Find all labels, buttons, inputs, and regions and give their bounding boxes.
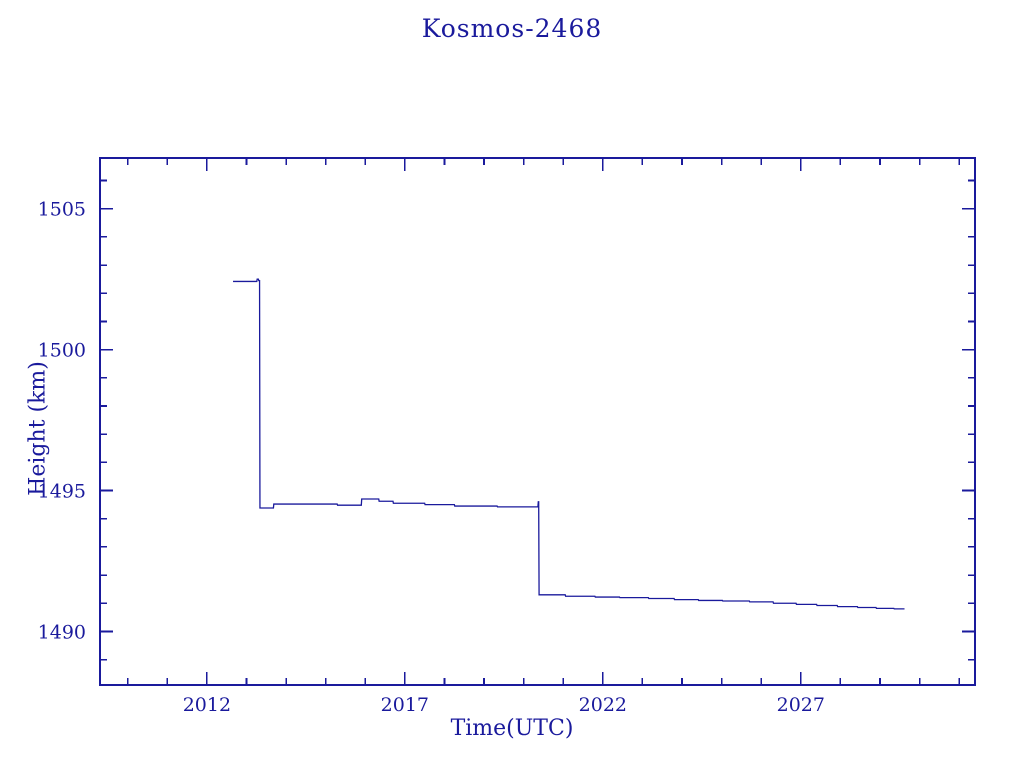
- y-tick-label: 1490: [38, 621, 86, 643]
- data-series-line: [233, 278, 905, 610]
- y-tick-label: 1500: [38, 340, 86, 362]
- y-axis-label: Height (km): [25, 361, 51, 496]
- x-tick-label: 2017: [381, 694, 429, 716]
- y-tick-label: 1495: [38, 481, 86, 503]
- chart-title: Kosmos-2468: [421, 14, 603, 43]
- x-axis-label: Time(UTC): [450, 716, 574, 741]
- x-tick-label: 2012: [183, 694, 231, 716]
- x-tick-label: 2027: [777, 694, 825, 716]
- plot-frame: [99, 157, 976, 686]
- y-tick-label: 1505: [38, 199, 86, 221]
- x-tick-label: 2022: [579, 694, 627, 716]
